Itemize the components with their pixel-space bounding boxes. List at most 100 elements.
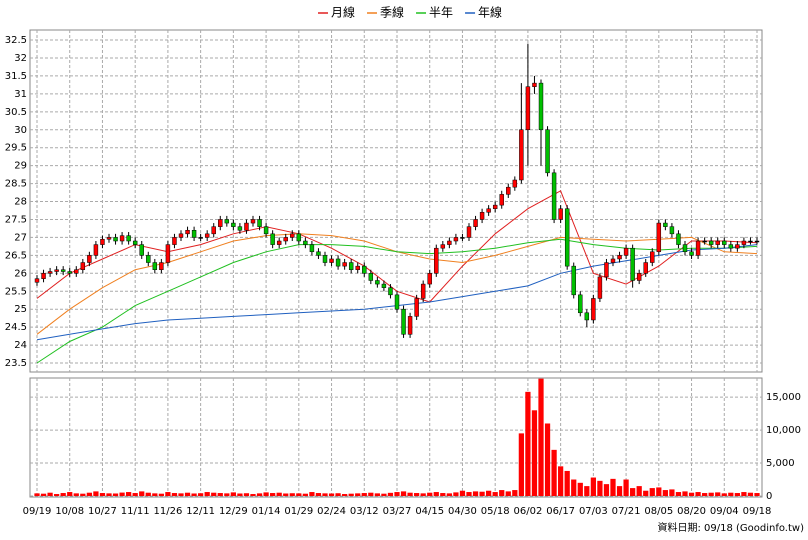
volume-bar <box>322 493 328 496</box>
volume-bar <box>348 493 354 496</box>
x-tick-label: 08/20 <box>677 506 706 517</box>
candle-body <box>335 258 341 267</box>
volume-panel <box>29 377 763 498</box>
legend-label: 季線 <box>380 5 404 20</box>
candle-body <box>303 240 308 245</box>
volume-bar <box>328 493 335 496</box>
candle-body <box>630 247 635 281</box>
candle-body <box>708 240 714 245</box>
candle-body <box>316 251 321 256</box>
volume-bar <box>427 492 433 496</box>
volume-bar <box>263 492 269 496</box>
candle-body <box>257 219 262 227</box>
candle-body <box>146 255 151 263</box>
candle-body <box>290 233 295 238</box>
volume-bar <box>224 493 230 496</box>
x-tick-label: 06/17 <box>546 506 575 517</box>
volume-bar <box>577 482 583 496</box>
candle-body <box>93 244 99 256</box>
volume-tick-label: 0 <box>766 491 772 502</box>
candle-body <box>643 262 648 274</box>
y-tick-label: 30.5 <box>5 107 27 118</box>
y-tick-label: 29 <box>14 161 27 172</box>
volume-bar <box>499 490 505 496</box>
candle-body <box>434 247 439 274</box>
volume-bar <box>407 492 413 496</box>
volume-bar <box>734 493 740 496</box>
y-tick-label: 26 <box>14 268 27 279</box>
candle-body <box>34 278 40 283</box>
candle-body <box>610 258 616 263</box>
candle-body <box>617 255 622 260</box>
volume-bar <box>381 493 387 496</box>
candle-body <box>414 298 419 317</box>
candle-body <box>198 237 203 239</box>
candle-body <box>178 233 184 238</box>
candle-body <box>584 312 590 321</box>
volume-bar <box>754 493 760 496</box>
x-tick-label: 12/11 <box>186 506 215 517</box>
volume-bar <box>217 493 223 496</box>
x-tick-label: 03/12 <box>350 506 379 517</box>
candle-body <box>460 237 465 239</box>
volume-bar <box>243 493 250 496</box>
volume-bar <box>106 493 112 496</box>
candle-body <box>113 237 118 242</box>
volume-bar <box>669 489 675 496</box>
volume-bar <box>649 488 655 496</box>
volume-bar <box>178 493 184 496</box>
volume-bar <box>662 490 668 496</box>
volume-bar <box>741 492 747 496</box>
candle-body <box>263 226 269 235</box>
y-tick-label: 28 <box>14 197 27 208</box>
volume-bar <box>67 492 73 496</box>
y-tick-label: 24 <box>14 340 27 351</box>
y-tick-label: 25 <box>14 304 27 315</box>
candle-body <box>420 283 426 299</box>
volume-bar <box>656 487 662 496</box>
candle-body <box>558 208 563 220</box>
volume-bar <box>420 493 426 496</box>
candle-body <box>119 235 125 242</box>
candle-body <box>728 244 734 249</box>
volume-bar <box>289 493 295 496</box>
candle-body <box>244 222 249 231</box>
candle-body <box>525 86 531 131</box>
candle-body <box>702 240 707 243</box>
x-tick-label: 10/08 <box>55 506 84 517</box>
volume-bar <box>531 410 538 496</box>
volume-bar <box>643 490 649 496</box>
y-tick-label: 29.5 <box>5 143 27 154</box>
volume-bar <box>479 491 485 496</box>
candle-body <box>656 222 662 253</box>
volume-bar <box>270 493 276 496</box>
volume-bar <box>54 494 60 496</box>
candle-body <box>348 262 354 270</box>
candle-body <box>270 233 275 245</box>
volume-bar <box>250 494 256 496</box>
volume-bar <box>132 493 138 496</box>
y-tick-label: 27 <box>14 232 27 243</box>
volume-bar <box>610 478 616 496</box>
volume-bar <box>433 492 439 496</box>
candle-body <box>545 129 550 174</box>
candle-body <box>322 255 328 263</box>
volume-tick-label: 10,000 <box>766 425 801 436</box>
candle-body <box>152 262 158 270</box>
x-tick-label: 04/15 <box>415 506 444 517</box>
volume-bar <box>86 492 92 496</box>
x-tick-label: 09/19 <box>23 506 52 517</box>
candle-body <box>296 233 302 242</box>
candle-body <box>218 219 223 227</box>
volume-bar <box>112 493 119 496</box>
volume-bar <box>590 477 596 496</box>
candle-body <box>623 247 629 256</box>
volume-bar <box>394 492 400 496</box>
x-tick-label: 08/05 <box>644 506 673 517</box>
y-tick-label: 30 <box>14 125 27 136</box>
volume-bar <box>505 491 511 496</box>
volume-bar <box>361 493 367 496</box>
footnote: 資料日期: 09/18 (Goodinfo.tw) <box>657 521 804 534</box>
volume-bar <box>387 492 394 496</box>
x-tick-label: 07/03 <box>579 506 608 517</box>
